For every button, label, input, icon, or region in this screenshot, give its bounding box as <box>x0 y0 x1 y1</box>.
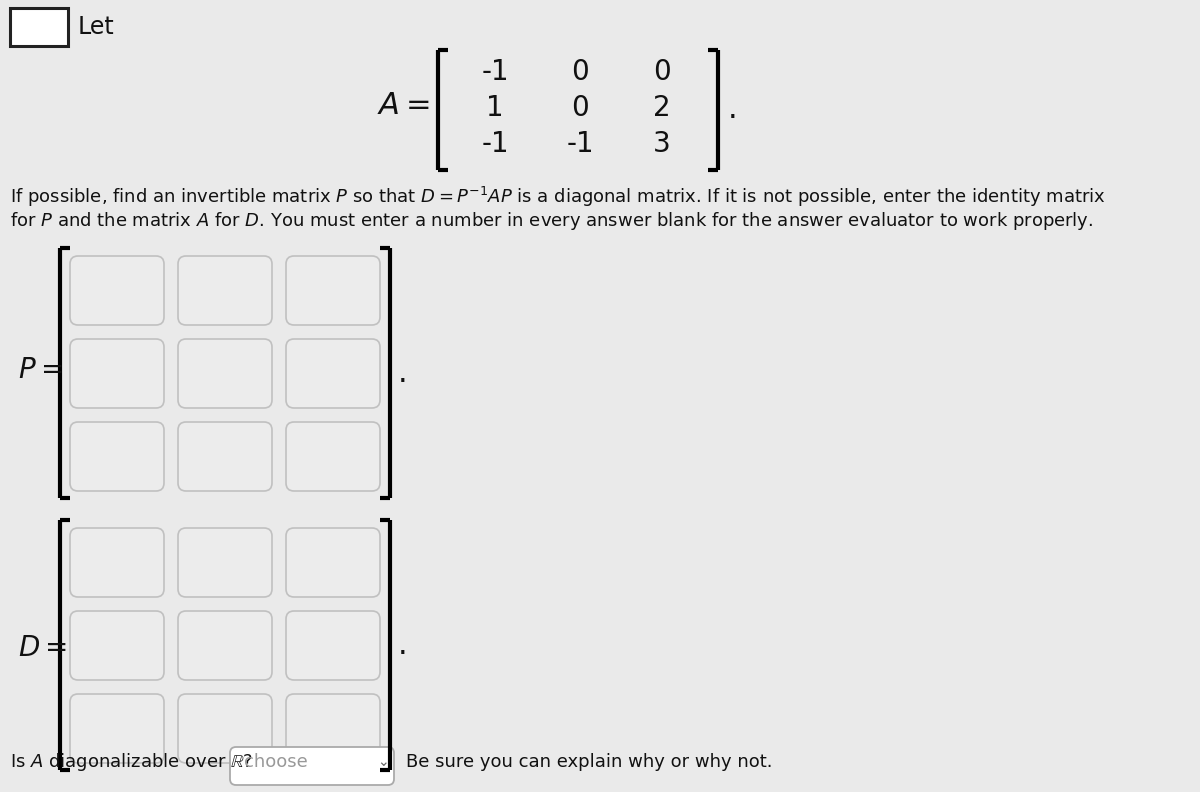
FancyBboxPatch shape <box>178 256 272 325</box>
FancyBboxPatch shape <box>286 528 380 597</box>
Text: Be sure you can explain why or why not.: Be sure you can explain why or why not. <box>406 753 773 771</box>
Text: $A =$: $A =$ <box>377 89 430 120</box>
FancyBboxPatch shape <box>178 422 272 491</box>
FancyBboxPatch shape <box>70 256 164 325</box>
FancyBboxPatch shape <box>70 528 164 597</box>
FancyBboxPatch shape <box>230 747 394 785</box>
Text: -1: -1 <box>566 130 594 158</box>
FancyBboxPatch shape <box>178 528 272 597</box>
FancyBboxPatch shape <box>70 694 164 763</box>
FancyBboxPatch shape <box>286 611 380 680</box>
Text: Let: Let <box>78 15 115 39</box>
Text: .: . <box>398 630 408 660</box>
Text: Is $A$ diagonalizable over $\mathbb{R}$?: Is $A$ diagonalizable over $\mathbb{R}$? <box>10 751 253 773</box>
FancyBboxPatch shape <box>178 611 272 680</box>
Text: 3: 3 <box>653 130 671 158</box>
Text: 2: 2 <box>653 94 671 122</box>
Text: 0: 0 <box>571 58 589 86</box>
FancyBboxPatch shape <box>286 694 380 763</box>
Text: If possible, find an invertible matrix $P$ so that $D = P^{-1}AP$ is a diagonal : If possible, find an invertible matrix $… <box>10 185 1106 209</box>
Text: 1: 1 <box>486 94 504 122</box>
Text: for $P$ and the matrix $A$ for $D$. You must enter a number in every answer blan: for $P$ and the matrix $A$ for $D$. You … <box>10 210 1093 232</box>
Text: 0: 0 <box>653 58 671 86</box>
FancyBboxPatch shape <box>10 8 68 46</box>
FancyBboxPatch shape <box>70 611 164 680</box>
Text: .: . <box>728 96 738 124</box>
Text: choose: choose <box>244 753 307 771</box>
Text: -1: -1 <box>481 58 509 86</box>
Text: -1: -1 <box>481 130 509 158</box>
Text: $D =$: $D =$ <box>18 634 67 661</box>
FancyBboxPatch shape <box>286 422 380 491</box>
Text: ⌄: ⌄ <box>377 755 389 769</box>
FancyBboxPatch shape <box>70 339 164 408</box>
FancyBboxPatch shape <box>286 256 380 325</box>
FancyBboxPatch shape <box>178 339 272 408</box>
Text: .: . <box>398 359 408 387</box>
FancyBboxPatch shape <box>286 339 380 408</box>
FancyBboxPatch shape <box>178 694 272 763</box>
Text: 0: 0 <box>571 94 589 122</box>
FancyBboxPatch shape <box>70 422 164 491</box>
Text: $P =$: $P =$ <box>18 356 62 383</box>
